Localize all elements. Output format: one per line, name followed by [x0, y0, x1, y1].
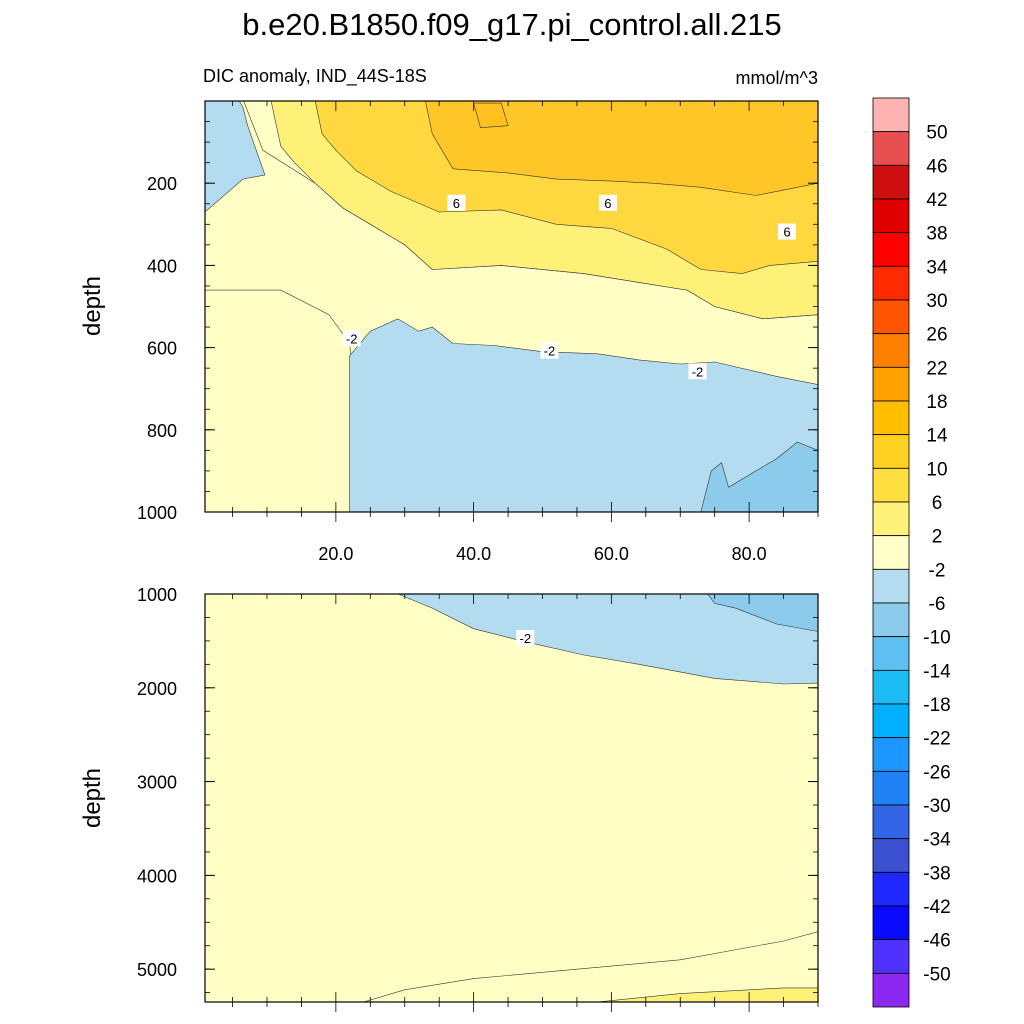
colorbar-box	[872, 703, 910, 739]
svg-text:6: 6	[604, 196, 611, 211]
colorbar-box	[872, 905, 910, 941]
colorbar-box	[872, 333, 910, 368]
colorbar-label: 30	[926, 291, 947, 312]
svg-text:-2: -2	[544, 344, 556, 359]
lower-y-axis-label: depth	[79, 768, 106, 828]
lower-y-tick-label: 1000	[137, 585, 177, 605]
lower-y-tick-label: 3000	[137, 773, 177, 793]
colorbar-label: -30	[923, 796, 950, 817]
upper-contour-region-4	[473, 102, 509, 129]
colorbar-box	[872, 535, 910, 570]
colorbar-box	[872, 299, 910, 335]
svg-text:-2: -2	[692, 364, 704, 379]
colorbar-box	[872, 400, 910, 436]
colorbar-box	[872, 871, 910, 907]
colorbar-label: 2	[932, 527, 943, 548]
colorbar-box	[872, 467, 910, 503]
lower-contour-region-1	[707, 594, 818, 632]
colorbar-box	[872, 366, 910, 402]
colorbar-label: -42	[923, 897, 950, 918]
colorbar-label: 38	[926, 224, 947, 245]
colorbar-label: -10	[923, 628, 950, 649]
lower-y-tick-label: 5000	[137, 960, 177, 980]
colorbar-label: -26	[923, 762, 950, 783]
chart-title: b.e20.B1850.f09_g17.pi_control.all.215	[242, 7, 782, 42]
colorbar-box	[872, 198, 910, 234]
svg-text:6: 6	[783, 225, 790, 240]
upper-y-axis-label: depth	[79, 276, 106, 336]
colorbar-label: -18	[923, 695, 950, 716]
colorbar-box	[872, 232, 910, 267]
colorbar-label: -46	[923, 931, 950, 952]
upper-y-tick-label: 400	[147, 256, 177, 276]
colorbar-label: -2	[929, 560, 946, 581]
upper-contour-label: 6	[598, 194, 617, 211]
colorbar-label: 10	[926, 459, 947, 480]
upper-y-tick-label: 600	[147, 339, 177, 359]
upper-x-tick-label: 80.0	[732, 544, 767, 564]
colorbar-label: 50	[926, 123, 947, 144]
upper-contour-label: 6	[447, 194, 466, 211]
colorbar: 50 46 42 38 34 30 26 22 18 14 10 6 2 -2 -6 -10 -14 -18 -22…	[872, 97, 951, 1008]
upper-contour-label: -2	[540, 342, 559, 359]
upper-contour-label: -2	[688, 363, 707, 380]
colorbar-box	[872, 131, 910, 166]
chart-subtitle: DIC anomaly, IND_44S-18S	[203, 66, 427, 87]
upper-panel: 200 400 600 800 1000 20.0 40.0 60.0 80.0 6 6 6 -2 -2 -…	[137, 100, 819, 564]
upper-contour-region-5	[205, 101, 266, 213]
colorbar-box	[872, 669, 910, 705]
colorbar-box	[872, 265, 910, 301]
colorbar-box	[872, 97, 910, 133]
colorbar-box	[872, 568, 910, 604]
upper-y-tick-label: 200	[147, 174, 177, 194]
colorbar-box	[872, 770, 910, 806]
upper-y-tick-label: 1000	[137, 503, 177, 523]
upper-contour-region-3	[425, 101, 818, 196]
colorbar-box	[872, 501, 910, 537]
upper-x-tick-label: 40.0	[456, 544, 491, 564]
upper-contour-label: 6	[778, 223, 796, 240]
colorbar-box	[872, 602, 910, 638]
colorbar-label: 26	[926, 325, 947, 346]
units-label: mmol/m^3	[736, 68, 818, 88]
colorbar-box	[872, 434, 910, 469]
lower-frame	[204, 593, 819, 1003]
colorbar-box	[872, 804, 910, 840]
colorbar-label: 14	[926, 426, 948, 447]
colorbar-label: -14	[923, 661, 951, 682]
colorbar-box	[872, 164, 910, 200]
colorbar-label: 46	[926, 156, 947, 177]
lower-contour-region-2	[363, 931, 818, 1002]
colorbar-box	[872, 838, 910, 873]
upper-contour-region-7	[700, 441, 818, 512]
colorbar-label: -50	[923, 964, 950, 985]
colorbar-box	[872, 972, 910, 1008]
lower-y-tick-label: 4000	[137, 866, 177, 886]
colorbar-label: -38	[923, 863, 950, 884]
lower-contour-region-0	[397, 594, 818, 685]
lower-contour-region-3	[597, 987, 818, 1002]
colorbar-label: -34	[923, 830, 951, 851]
upper-x-tick-label: 20.0	[318, 544, 353, 564]
lower-panel: 1000 2000 3000 4000 5000 -2	[137, 585, 819, 1012]
colorbar-label: 22	[926, 358, 947, 379]
upper-x-tick-label: 60.0	[594, 544, 629, 564]
colorbar-label: 34	[926, 257, 948, 278]
colorbar-label: -6	[929, 594, 946, 615]
lower-contour-label: -2	[516, 630, 535, 646]
colorbar-box	[872, 939, 910, 974]
upper-contour-label: -2	[342, 330, 361, 347]
lower-y-tick-label: 2000	[137, 679, 177, 699]
svg-text:-2: -2	[520, 631, 532, 646]
colorbar-label: 42	[926, 190, 947, 211]
upper-y-tick-label: 800	[147, 421, 177, 441]
svg-text:6: 6	[453, 196, 460, 211]
colorbar-label: 6	[932, 493, 943, 514]
colorbar-label: 18	[926, 392, 947, 413]
colorbar-box	[872, 737, 910, 772]
svg-text:-2: -2	[346, 331, 358, 346]
colorbar-box	[872, 636, 910, 671]
colorbar-label: -22	[923, 729, 950, 750]
